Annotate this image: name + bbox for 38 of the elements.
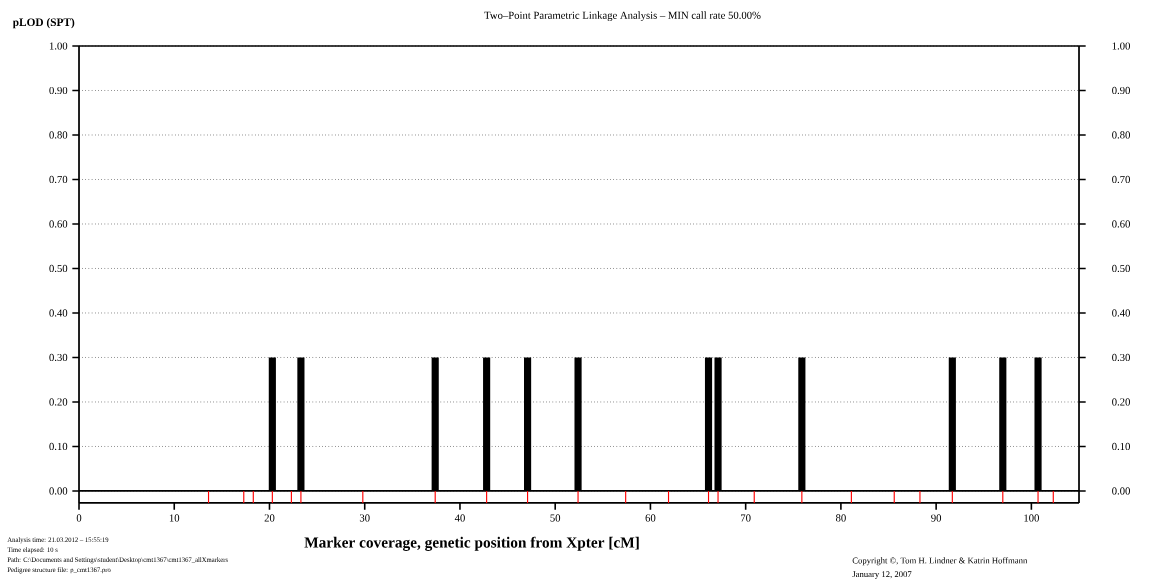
y-tick-label: 0.40	[49, 309, 68, 317]
y-tick-label: 0.70	[49, 175, 68, 184]
y2-tick-label: 0.50	[1112, 264, 1130, 273]
y2-tick-label: 0.10	[1112, 442, 1130, 451]
y-tick-label: 0.80	[49, 131, 68, 139]
y2-tick-label: 0.00	[1112, 487, 1130, 495]
x-tick-label: 90	[931, 514, 942, 522]
y2-tick-label: 0.70	[1112, 175, 1130, 184]
y2-tick-label: 0.40	[1112, 309, 1130, 317]
y-tick-label: 0.30	[49, 353, 68, 362]
y-tick-label: 0.90	[49, 86, 68, 95]
y2-tick-label: 0.30	[1112, 353, 1130, 362]
x-tick-label: 70	[741, 514, 751, 522]
y2-tick-label: 1.00	[1112, 42, 1130, 50]
x-tick-label: 80	[835, 514, 846, 522]
x-tick-label: 10	[169, 514, 180, 522]
y-tick-label: 0.50	[49, 264, 68, 273]
x-tick-label: 20	[264, 514, 275, 522]
y2-tick-label: 0.90	[1112, 86, 1130, 95]
y-axis-title: pLOD (SPT)	[12, 18, 75, 29]
y2-tick-label: 0.60	[1112, 220, 1130, 228]
x-tick-label: 100	[1024, 514, 1039, 522]
y2-tick-label: 0.80	[1112, 131, 1130, 139]
y2-tick-label: 0.20	[1112, 398, 1130, 406]
x-tick-label: 30	[359, 514, 370, 522]
x-tick-label: 60	[645, 514, 656, 522]
x-tick-label: 50	[550, 514, 561, 522]
y-tick-label: 1.00	[49, 42, 68, 50]
y-tick-label: 0.10	[49, 442, 68, 451]
x-tick-label: 40	[454, 514, 465, 522]
y-tick-label: 0.20	[49, 398, 68, 406]
x-axis-title: Marker coverage, genetic position from Xpter [cM]	[304, 536, 639, 551]
y-tick-label: 0.60	[49, 220, 68, 228]
chart-title: Two–Point Parametric Linkage Analysis – MIN call rate 50.00%	[484, 11, 761, 22]
x-tick-label: 0	[76, 514, 82, 522]
text: Copyright ©, Tom H. Lindner & Katrin Hoffmann	[852, 557, 1028, 566]
text: January 12, 2007	[852, 571, 912, 579]
y-tick-label: 0.00	[49, 487, 68, 495]
